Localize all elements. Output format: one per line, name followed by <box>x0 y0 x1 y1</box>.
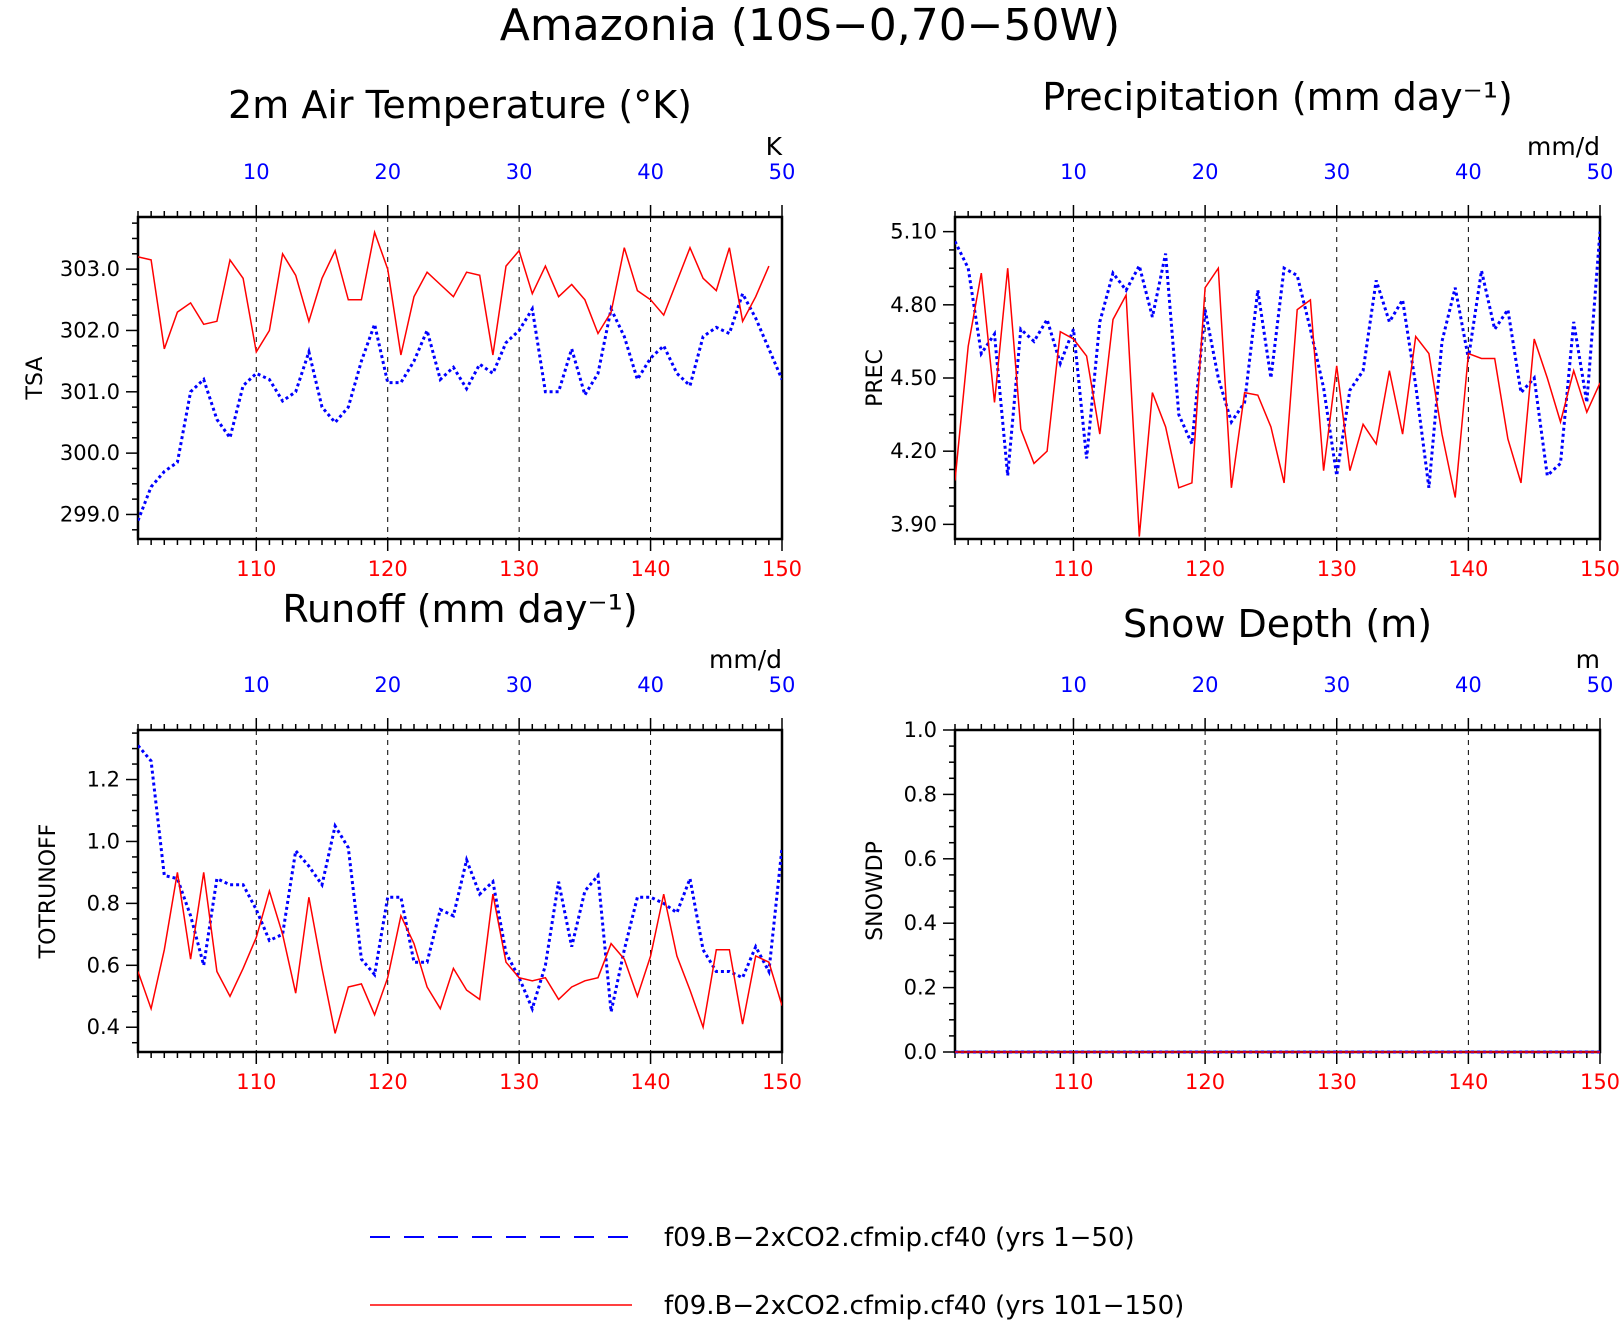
x-top-tick-label: 20 <box>1192 673 1219 697</box>
y-tick-label: 0.2 <box>904 976 937 1000</box>
y-tick-label: 0.4 <box>904 911 937 935</box>
x-bottom-tick-label: 130 <box>1317 557 1357 581</box>
x-top-tick-label: 50 <box>1587 160 1614 184</box>
y-tick-label: 4.50 <box>890 366 937 390</box>
series-yrs-101-150-line <box>955 265 1600 537</box>
x-top-tick-label: 40 <box>637 160 664 184</box>
y-tick-label: 1.2 <box>87 768 120 792</box>
y-tick-label: 0.0 <box>904 1040 937 1064</box>
panel-3: Runoff (mm day⁻¹) 110 120 130 140 150 10 20 30 40… <box>36 587 802 1094</box>
unit-label: m <box>1576 645 1600 674</box>
x-bottom-tick-label: 150 <box>1580 557 1620 581</box>
x-bottom-tick-label: 130 <box>499 1070 539 1094</box>
legend-label: f09.B−2xCO2.cfmip.cf40 (yrs 1−50) <box>664 1223 1135 1253</box>
x-bottom-tick-label: 130 <box>1317 1070 1357 1094</box>
x-bottom-tick-label: 150 <box>762 557 802 581</box>
x-bottom-tick-label: 120 <box>1185 557 1225 581</box>
series-yrs-1-50-line <box>138 289 782 522</box>
unit-label: mm/d <box>709 645 782 674</box>
x-top-tick-label: 40 <box>1455 673 1482 697</box>
x-bottom-tick-label: 110 <box>1053 557 1093 581</box>
panel-2: Precipitation (mm day⁻¹) 110 120 130 140 150 1… <box>863 75 1620 581</box>
y-tick-label: 302.0 <box>60 318 120 342</box>
panel-title: Precipitation (mm day⁻¹) <box>1042 75 1513 119</box>
x-top-tick-label: 10 <box>243 160 270 184</box>
y-tick-label: 0.8 <box>87 891 120 915</box>
y-tick-label: 301.0 <box>60 380 120 404</box>
y-axis-label: TOTRUNOFF <box>36 824 61 960</box>
y-tick-label: 4.80 <box>890 293 937 317</box>
x-top-tick-label: 30 <box>506 673 533 697</box>
y-tick-label: 3.90 <box>890 512 937 536</box>
x-bottom-tick-label: 110 <box>236 557 276 581</box>
y-tick-label: 300.0 <box>60 441 120 465</box>
series-yrs-1-50-line <box>955 231 1600 488</box>
x-top-tick-label: 20 <box>1192 160 1219 184</box>
y-tick-label: 1.0 <box>904 718 937 742</box>
y-tick-label: 299.0 <box>60 502 120 526</box>
y-tick-label: 4.20 <box>890 439 937 463</box>
y-tick-label: 0.8 <box>904 782 937 806</box>
x-bottom-tick-label: 120 <box>368 1070 408 1094</box>
x-bottom-tick-label: 140 <box>1448 557 1488 581</box>
x-top-tick-label: 10 <box>1060 160 1087 184</box>
x-top-tick-label: 30 <box>1323 160 1350 184</box>
legend-label: f09.B−2xCO2.cfmip.cf40 (yrs 101−150) <box>664 1291 1184 1321</box>
x-top-tick-label: 50 <box>769 160 796 184</box>
x-bottom-tick-label: 120 <box>368 557 408 581</box>
x-top-tick-label: 30 <box>506 160 533 184</box>
series-yrs-1-50-line <box>138 744 782 1014</box>
panel-4: Snow Depth (m) 110 120 130 140 150 10 20 30 40 50m… <box>863 602 1620 1094</box>
figure-title: Amazonia (10S−0,70−50W) <box>500 0 1120 51</box>
panel-1: 2m Air Temperature (°K) 110 120 130 140 150 10… <box>23 83 802 581</box>
y-axis-label: PREC <box>863 349 888 407</box>
series-yrs-101-150-line <box>138 229 770 356</box>
x-bottom-tick-label: 120 <box>1185 1070 1225 1094</box>
panel-title: Snow Depth (m) <box>1123 602 1432 646</box>
x-bottom-tick-label: 130 <box>499 557 539 581</box>
plot-frame <box>953 215 1602 541</box>
x-bottom-tick-label: 140 <box>1448 1070 1488 1094</box>
x-bottom-tick-label: 140 <box>631 1070 671 1094</box>
plot-frame <box>136 728 784 1054</box>
panel-title: Runoff (mm day⁻¹) <box>282 587 637 631</box>
y-tick-label: 303.0 <box>60 257 120 281</box>
y-tick-label: 0.6 <box>87 953 120 977</box>
plot-frame <box>953 728 1602 1054</box>
unit-label: K <box>766 132 783 161</box>
legend: f09.B−2xCO2.cfmip.cf40 (yrs 1−50) f09.B−2… <box>370 1223 1184 1321</box>
x-bottom-tick-label: 110 <box>1053 1070 1093 1094</box>
x-bottom-tick-label: 150 <box>762 1070 802 1094</box>
panels: 2m Air Temperature (°K) 110 120 130 140 150 10… <box>23 75 1620 1094</box>
x-bottom-tick-label: 110 <box>236 1070 276 1094</box>
x-top-tick-label: 10 <box>243 673 270 697</box>
y-tick-label: 1.0 <box>87 829 120 853</box>
x-bottom-tick-label: 150 <box>1580 1070 1620 1094</box>
series-yrs-101-150-line <box>138 872 782 1034</box>
x-top-tick-label: 20 <box>374 160 401 184</box>
y-tick-label: 0.4 <box>87 1015 120 1039</box>
x-top-tick-label: 40 <box>637 673 664 697</box>
x-top-tick-label: 50 <box>1587 673 1614 697</box>
x-bottom-tick-label: 140 <box>631 557 671 581</box>
y-axis-label: TSA <box>23 357 48 401</box>
x-top-tick-label: 30 <box>1323 673 1350 697</box>
x-top-tick-label: 40 <box>1455 160 1482 184</box>
unit-label: mm/d <box>1527 132 1600 161</box>
x-top-tick-label: 20 <box>374 673 401 697</box>
panel-title: 2m Air Temperature (°K) <box>228 83 692 127</box>
y-tick-label: 0.6 <box>904 847 937 871</box>
y-tick-label: 5.10 <box>890 220 937 244</box>
y-axis-label: SNOWDP <box>863 841 888 941</box>
x-top-tick-label: 50 <box>769 673 796 697</box>
x-top-tick-label: 10 <box>1060 673 1087 697</box>
